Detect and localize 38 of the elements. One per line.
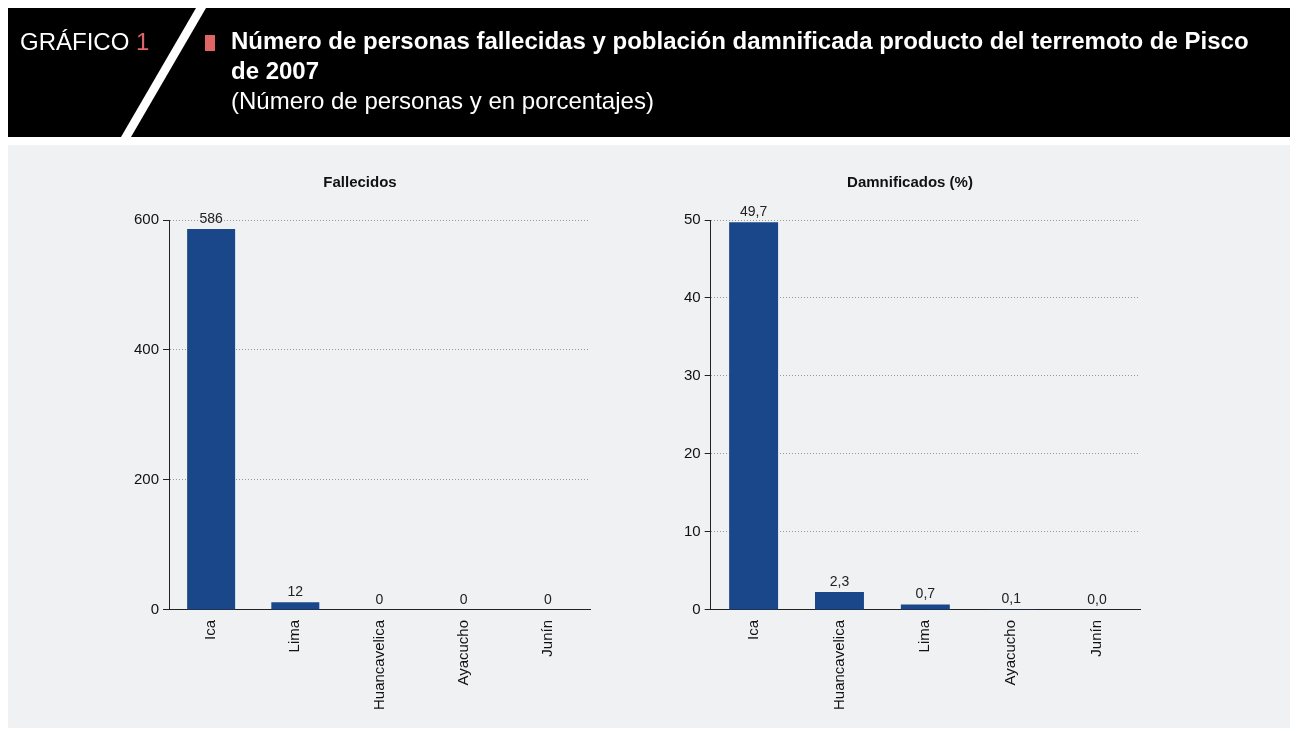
chart-title: Fallecidos <box>323 173 397 191</box>
y-tick-label: 600 <box>134 210 160 228</box>
x-tick-label: Huancavelica <box>829 619 847 711</box>
y-tick-label: 20 <box>684 444 701 462</box>
data-label: 0,0 <box>1087 590 1108 607</box>
x-tick-label: Junín <box>1087 619 1105 657</box>
x-tick-label: Ayacucho <box>453 619 471 686</box>
x-tick-label: Ica <box>743 619 761 640</box>
y-tick-label: 10 <box>684 522 701 540</box>
bar <box>900 604 950 610</box>
y-tick-label: 0 <box>692 600 701 618</box>
data-label: 12 <box>287 583 304 600</box>
y-tick-label: 30 <box>684 366 701 384</box>
x-tick-label: Ayacucho <box>1001 619 1019 686</box>
bar <box>815 592 864 610</box>
data-label: 0 <box>544 590 552 607</box>
data-label: 49,7 <box>739 203 768 220</box>
y-tick-label: 400 <box>134 340 160 358</box>
data-label: 0,7 <box>915 585 936 602</box>
x-tick-label: Huancavelica <box>369 619 387 711</box>
x-tick-label: Junín <box>538 619 556 657</box>
data-label: 586 <box>199 209 224 226</box>
text: (Número de personas y en porcentajes) <box>231 86 655 116</box>
x-tick-label: Lima <box>285 619 303 653</box>
data-label: 0 <box>459 590 468 607</box>
y-tick-label: 0 <box>150 600 160 618</box>
data-label: 0 <box>375 590 384 607</box>
x-tick-label: Ica <box>201 619 219 640</box>
y-tick-label: 200 <box>134 470 160 488</box>
text: Número de personas fallecidas y población damnificada producto del terremoto de Pisco de 2007 <box>231 27 1249 84</box>
y-tick-label: 50 <box>684 210 701 228</box>
text: GRÁFICO 1 <box>20 28 150 55</box>
bar <box>729 222 779 610</box>
chart-title: Damnificados (%) <box>847 173 973 191</box>
y-tick-label: 40 <box>684 288 701 306</box>
data-label: 2,3 <box>829 572 850 589</box>
data-label: 0,1 <box>1001 590 1022 607</box>
x-tick-label: Lima <box>915 619 933 653</box>
